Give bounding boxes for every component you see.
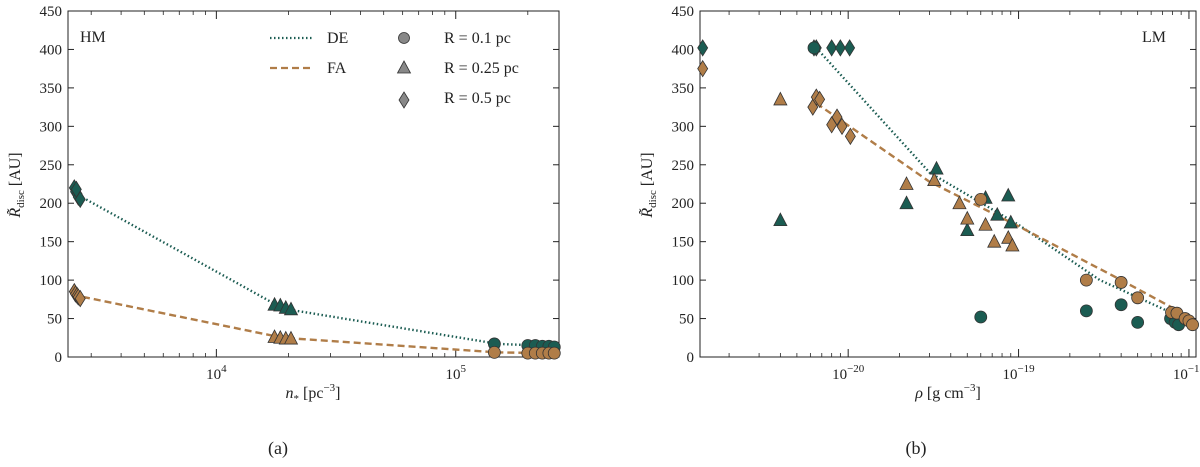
y-axis-label-b: R̃disc [AU] bbox=[638, 152, 659, 218]
de-circle-point bbox=[1131, 315, 1145, 329]
y-tick-label: 50 bbox=[47, 312, 62, 328]
y-tick-label: 0 bbox=[687, 350, 695, 366]
fa-diamond-point bbox=[814, 90, 826, 109]
x-tick-label: 10−20 bbox=[832, 363, 865, 383]
de-diamond-point bbox=[844, 39, 856, 57]
fa-circle-point bbox=[547, 346, 561, 360]
y-tick-label: 300 bbox=[40, 119, 63, 135]
x-tick-label: 104 bbox=[206, 363, 227, 383]
y-tick-label: 200 bbox=[672, 196, 695, 212]
caption-b: (b) bbox=[906, 438, 927, 459]
legend-r01-label: R = 0.1 pc bbox=[444, 30, 511, 47]
de-triangle-point bbox=[990, 206, 1005, 221]
fa-fit-line-a bbox=[71, 293, 556, 355]
y-tick-label: 400 bbox=[672, 42, 695, 58]
x-tick-label: 105 bbox=[445, 363, 466, 383]
x-axis-label-a: n* [pc−3] bbox=[286, 382, 341, 405]
fa-diamond-point bbox=[697, 59, 709, 78]
legend: DE FA R = 0.1 pc R = 0.25 pc R = 0.5 pc bbox=[270, 30, 519, 109]
plot-frame-a bbox=[67, 10, 560, 358]
de-triangle-point bbox=[1001, 187, 1016, 202]
de-circle-point bbox=[1079, 304, 1093, 318]
fa-circle-point bbox=[1114, 276, 1128, 289]
de-circle-point bbox=[1114, 298, 1128, 312]
de-circle-point bbox=[807, 41, 821, 55]
fits-a bbox=[71, 190, 556, 355]
de-circle-point bbox=[974, 310, 988, 324]
fa-triangle-point bbox=[899, 176, 914, 190]
fa-circle-point bbox=[1131, 291, 1145, 305]
fa-triangle-point bbox=[960, 210, 975, 225]
fa-diamond-point bbox=[844, 127, 856, 146]
fa-circle-point bbox=[1186, 318, 1199, 332]
fa-triangle-point bbox=[952, 195, 967, 210]
de-triangle-point bbox=[773, 212, 788, 227]
axes-a: 0 50 100 150 200 250 300 350 400 450 104 105 bbox=[40, 4, 559, 383]
panel-a: 0 50 100 150 200 250 300 350 400 450 104 105 HM n* … bbox=[6, 4, 561, 459]
fa-fit-line-b bbox=[815, 102, 1194, 320]
fa-circle-point bbox=[1079, 273, 1093, 287]
de-triangle-point bbox=[960, 222, 975, 237]
fa-diamond-point bbox=[831, 108, 843, 126]
x-tick-label: 10−19 bbox=[1002, 363, 1035, 383]
fa-triangle-point bbox=[283, 330, 299, 345]
y-tick-label: 100 bbox=[672, 273, 695, 289]
y-tick-label: 250 bbox=[672, 158, 695, 174]
y-tick-label: 450 bbox=[672, 4, 695, 20]
legend-fa-label: FA bbox=[327, 60, 347, 77]
fa-circle-point bbox=[487, 345, 501, 359]
fa-triangle-point bbox=[773, 91, 788, 106]
de-fit-line-b bbox=[815, 47, 1194, 324]
legend-de-label: DE bbox=[327, 30, 348, 47]
panel-label-hm: HM bbox=[80, 29, 106, 46]
legend-circle-marker bbox=[398, 32, 410, 44]
y-tick-label: 400 bbox=[40, 42, 63, 58]
points-a bbox=[68, 179, 561, 360]
de-diamond-point bbox=[697, 39, 709, 57]
y-tick-label: 150 bbox=[40, 235, 63, 251]
de-triangle-point bbox=[283, 301, 299, 316]
y-tick-label: 100 bbox=[40, 273, 63, 289]
x-axis-label-b: ρ [g cm−3] bbox=[914, 382, 981, 402]
fa-diamond-point bbox=[74, 289, 86, 308]
caption-a: (a) bbox=[268, 438, 288, 459]
fa-triangle-point bbox=[927, 172, 942, 187]
legend-triangle-marker bbox=[396, 60, 412, 74]
fits-b bbox=[815, 47, 1194, 324]
y-tick-label: 50 bbox=[679, 312, 694, 328]
de-fit-line-a bbox=[71, 190, 556, 348]
y-tick-label: 250 bbox=[40, 158, 63, 174]
de-triangle-point bbox=[1003, 214, 1018, 229]
de-diamond-point bbox=[834, 39, 846, 57]
de-diamond-point bbox=[826, 39, 838, 57]
y-tick-label: 150 bbox=[672, 235, 695, 251]
fa-triangle-point bbox=[987, 233, 1002, 248]
y-tick-label: 450 bbox=[40, 4, 63, 20]
fa-diamond-point bbox=[836, 117, 848, 136]
de-triangle-point bbox=[929, 160, 944, 175]
fa-circle-point bbox=[974, 192, 988, 206]
plot-frame-b bbox=[699, 10, 1197, 358]
y-tick-label: 350 bbox=[672, 81, 695, 97]
y-axis-label-a: R̃disc [AU] bbox=[6, 152, 27, 218]
panel-b: 0 50 100 150 200 250 300 350 400 450 10−20 10−19 10−… bbox=[638, 4, 1200, 459]
y-tick-label: 0 bbox=[55, 350, 63, 366]
axes-b: 0 50 100 150 200 250 300 350 400 450 10−20 10−19 10−… bbox=[672, 4, 1200, 383]
fa-triangle-point bbox=[1005, 237, 1020, 252]
legend-diamond-marker bbox=[398, 91, 410, 109]
fa-triangle-point bbox=[978, 216, 993, 231]
points-b bbox=[697, 39, 1199, 332]
legend-r025-label: R = 0.25 pc bbox=[444, 60, 519, 77]
x-tick-label: 10−18 bbox=[1173, 363, 1200, 383]
de-diamond-point bbox=[70, 180, 82, 199]
y-tick-label: 300 bbox=[672, 119, 695, 135]
de-triangle-point bbox=[899, 195, 914, 210]
y-tick-label: 200 bbox=[40, 196, 63, 212]
panel-label-lm: LM bbox=[1142, 29, 1166, 46]
legend-r05-label: R = 0.5 pc bbox=[444, 90, 511, 107]
y-tick-label: 350 bbox=[40, 81, 63, 97]
